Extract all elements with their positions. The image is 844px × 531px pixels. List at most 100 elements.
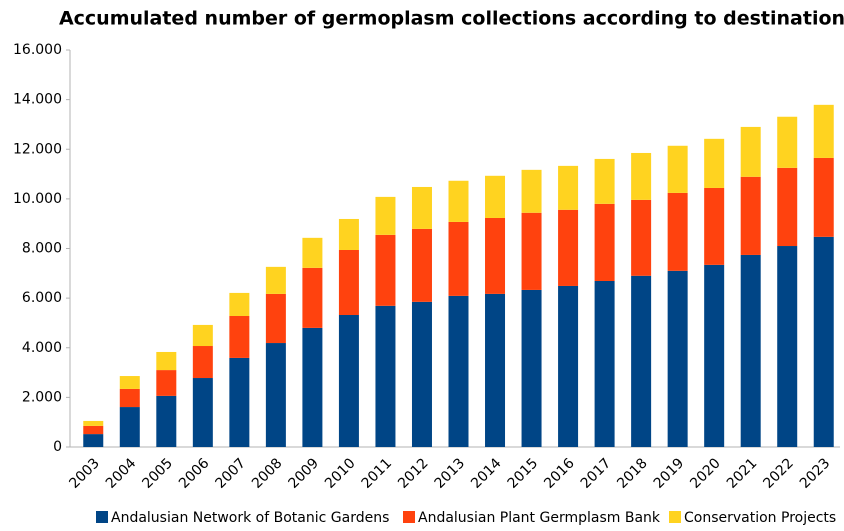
bar-segment bbox=[375, 234, 396, 306]
y-tick-label: 0 bbox=[53, 439, 62, 455]
x-tick-label: 2013 bbox=[432, 455, 469, 492]
bar-segment bbox=[119, 376, 140, 389]
bar-segment bbox=[83, 434, 104, 447]
bar-segment bbox=[704, 187, 725, 265]
legend-swatch bbox=[669, 511, 681, 523]
bar-segment bbox=[594, 203, 615, 282]
legend-label: Andalusian Network of Botanic Gardens bbox=[111, 510, 389, 526]
x-tick-label: 2018 bbox=[614, 455, 651, 492]
bar-segment bbox=[777, 167, 798, 247]
bar-segment bbox=[813, 104, 834, 158]
bar-segment bbox=[813, 157, 834, 237]
x-tick-label: 2010 bbox=[322, 455, 359, 492]
bar-segment bbox=[631, 152, 652, 200]
bar-segment bbox=[594, 158, 615, 204]
y-tick-label: 16.000 bbox=[13, 42, 62, 58]
legend-swatch bbox=[96, 511, 108, 523]
y-tick-label: 6.000 bbox=[22, 290, 62, 306]
bar-segment bbox=[631, 199, 652, 276]
bar-segment bbox=[265, 266, 286, 294]
x-tick-label: 2014 bbox=[468, 455, 505, 492]
x-tick-label: 2005 bbox=[139, 455, 176, 492]
bar-segment bbox=[448, 221, 469, 296]
bar-segment bbox=[83, 425, 104, 435]
bar-segment bbox=[411, 228, 432, 302]
bar-segment bbox=[558, 285, 579, 447]
bar-segment bbox=[229, 292, 250, 316]
x-tick-label: 2009 bbox=[286, 455, 323, 492]
bar-segment bbox=[192, 324, 213, 347]
bar-segment bbox=[302, 267, 323, 328]
bar-segment bbox=[229, 315, 250, 358]
legend-swatch bbox=[403, 511, 415, 523]
bar-segment bbox=[375, 305, 396, 447]
bar-segment bbox=[265, 293, 286, 344]
bar-segment bbox=[813, 236, 834, 447]
bar-segment bbox=[302, 327, 323, 447]
bar-segment bbox=[229, 357, 250, 447]
bar-segment bbox=[485, 217, 506, 294]
x-tick-label: 2020 bbox=[687, 455, 724, 492]
bar-segment bbox=[485, 175, 506, 218]
bar-segment bbox=[740, 176, 761, 255]
bar-segment bbox=[156, 395, 177, 447]
legend-label: Conservation Projects bbox=[684, 510, 836, 526]
bar-segment bbox=[448, 295, 469, 447]
bar-segment bbox=[338, 218, 359, 250]
x-tick-label: 2004 bbox=[103, 455, 140, 492]
x-tick-label: 2021 bbox=[724, 455, 761, 492]
bar-segment bbox=[302, 237, 323, 268]
bar-segment bbox=[411, 301, 432, 447]
bar-segment bbox=[192, 346, 213, 379]
x-tick-label: 2019 bbox=[651, 455, 688, 492]
bar-segment bbox=[485, 293, 506, 447]
y-tick-label: 10.000 bbox=[13, 191, 62, 207]
bar-segment bbox=[119, 388, 140, 408]
y-tick-label: 2.000 bbox=[22, 389, 62, 405]
x-tick-label: 2017 bbox=[578, 455, 615, 492]
bar-segment bbox=[704, 264, 725, 447]
bar-segment bbox=[777, 246, 798, 447]
bar-segment bbox=[631, 275, 652, 447]
x-tick-label: 2003 bbox=[66, 455, 103, 492]
bar-segment bbox=[156, 370, 177, 396]
chart-title: Accumulated number of germoplasm collect… bbox=[59, 8, 844, 30]
bar-segment bbox=[83, 420, 104, 426]
bar-segment bbox=[704, 138, 725, 188]
bar-segment bbox=[558, 165, 579, 210]
bar-segment bbox=[192, 378, 213, 447]
bar-segment bbox=[411, 186, 432, 229]
bar-segment bbox=[521, 169, 542, 213]
bar-segment bbox=[448, 180, 469, 222]
bar-segment bbox=[777, 116, 798, 168]
bar-segment bbox=[667, 270, 688, 447]
bar-segment bbox=[740, 126, 761, 177]
x-tick-label: 2008 bbox=[249, 455, 286, 492]
bar-segment bbox=[119, 407, 140, 447]
y-tick-label: 8.000 bbox=[22, 241, 62, 257]
legend-label: Andalusian Plant Germplasm Bank bbox=[418, 510, 661, 526]
x-tick-label: 2011 bbox=[359, 455, 396, 492]
x-tick-label: 2015 bbox=[505, 455, 542, 492]
bar-segment bbox=[667, 192, 688, 271]
x-tick-label: 2006 bbox=[176, 455, 213, 492]
y-tick-label: 12.000 bbox=[13, 141, 62, 157]
x-tick-label: 2022 bbox=[760, 455, 797, 492]
bar-segment bbox=[338, 314, 359, 447]
bar-segment bbox=[594, 281, 615, 447]
bar-segment bbox=[558, 209, 579, 286]
bar-segment bbox=[156, 351, 177, 371]
bar-segment bbox=[375, 196, 396, 235]
y-tick-label: 4.000 bbox=[22, 340, 62, 356]
bar-segment bbox=[521, 289, 542, 447]
x-tick-label: 2012 bbox=[395, 455, 432, 492]
y-tick-label: 14.000 bbox=[13, 92, 62, 108]
bar-segment bbox=[740, 254, 761, 447]
x-tick-label: 2007 bbox=[212, 455, 249, 492]
x-tick-label: 2023 bbox=[797, 455, 834, 492]
x-tick-label: 2016 bbox=[541, 455, 578, 492]
bar-segment bbox=[521, 212, 542, 290]
bar-segment bbox=[338, 249, 359, 315]
bar-segment bbox=[265, 343, 286, 447]
